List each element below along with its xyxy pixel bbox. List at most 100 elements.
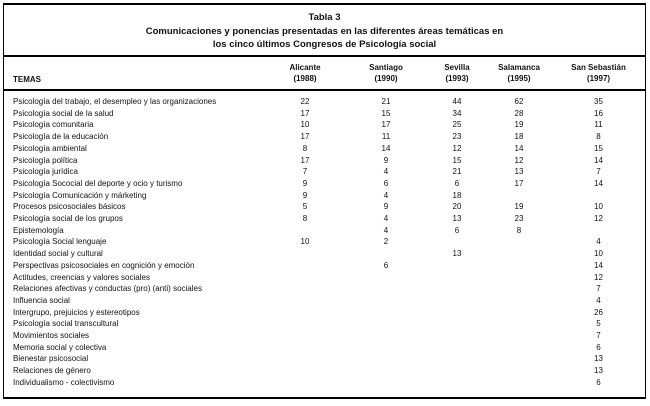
value-cell: 23 (452, 132, 462, 142)
congress-year: (1993) (445, 73, 469, 83)
value-cell (428, 330, 486, 342)
value-cell (486, 190, 552, 202)
value-cell: 34 (452, 108, 462, 118)
congress-city: Alicante (289, 63, 321, 72)
value-cell (428, 353, 486, 365)
tema-cell: Memoria social y colectiva (13, 342, 107, 352)
value-cell (266, 248, 344, 260)
value-cell: 10 (300, 237, 310, 247)
value-cell: 23 (514, 214, 524, 224)
value-cell (486, 342, 552, 354)
tema-cell: Psicología social de la salud (13, 108, 114, 118)
value-cell: 17 (300, 108, 310, 118)
value-cell (552, 225, 645, 237)
value-cell: 4 (383, 190, 389, 200)
value-cell: 6 (454, 225, 460, 235)
value-cell: 14 (381, 143, 391, 153)
tema-cell: Psicología Comunicación y márketing (13, 190, 147, 200)
value-cell (344, 365, 428, 377)
value-cell (344, 377, 428, 389)
value-cell: 5 (302, 202, 308, 212)
table-row: Individualismo - colectivismo 6 (4, 377, 645, 389)
value-cell: 13 (452, 249, 462, 259)
congress-city: San Sebastián (571, 63, 626, 72)
value-cell (486, 353, 552, 365)
value-cell: 12 (594, 272, 603, 282)
table-row: Bienestar psicosocial 13 (4, 353, 645, 365)
value-cell (344, 295, 428, 307)
table-row: Actitudes, creencias y valores sociales 1… (4, 272, 645, 284)
table-row: Psicología comunitaria 10 17 25 19 11 (4, 119, 645, 131)
value-cell: 8 (516, 225, 522, 235)
value-cell: 10 (300, 120, 310, 130)
value-cell: 9 (302, 190, 308, 200)
value-cell (486, 248, 552, 260)
value-cell: 20 (452, 202, 462, 212)
table-row: Psicología de la educación 17 11 23 18 8 (4, 131, 645, 143)
value-cell (486, 272, 552, 284)
column-header-temas: TEMAS (13, 75, 41, 84)
value-cell (266, 272, 344, 284)
value-cell (344, 248, 428, 260)
value-cell (266, 342, 344, 354)
value-cell: 8 (596, 132, 601, 142)
value-cell: 4 (383, 214, 389, 224)
value-cell: 17 (300, 155, 310, 165)
value-cell (428, 295, 486, 307)
tema-cell: Perspectivas psicosociales en cognición … (13, 260, 195, 270)
value-cell: 16 (594, 108, 603, 118)
table-row: Perspectivas psicosociales en cognición … (4, 260, 645, 272)
value-cell (266, 295, 344, 307)
value-cell: 14 (594, 155, 603, 165)
table-label: Tabla 3 (308, 12, 341, 23)
value-cell: 11 (594, 120, 603, 130)
table-row: Influencia social 4 (4, 295, 645, 307)
tema-cell: Movimientos sociales (13, 331, 90, 341)
tema-cell: Psicología ambiental (13, 143, 87, 153)
value-cell (486, 236, 552, 248)
tema-cell: Psicología social de los grupos (13, 214, 123, 224)
value-cell: 4 (596, 237, 601, 247)
value-cell (428, 272, 486, 284)
value-cell: 17 (381, 120, 391, 130)
value-cell (266, 377, 344, 389)
tema-cell: Psicología política (13, 155, 78, 165)
table-row: Epistemología 4 6 8 (4, 225, 645, 237)
column-header-alicante: Alicante (1988) (266, 57, 344, 90)
value-cell: 18 (514, 132, 524, 142)
value-cell (266, 283, 344, 295)
table-title-block: Tabla 3 Comunicaciones y ponencias prese… (4, 5, 645, 57)
value-cell: 13 (452, 214, 462, 224)
tema-cell: Relaciones de género (13, 366, 91, 376)
tema-cell: Relaciones afectivas y conductas (pro) (… (13, 284, 202, 294)
value-cell (266, 353, 344, 365)
value-cell: 15 (381, 108, 391, 118)
value-cell: 14 (594, 260, 603, 270)
value-cell: 4 (383, 225, 389, 235)
congress-year: (1997) (586, 73, 611, 83)
value-cell: 7 (596, 331, 601, 341)
column-header-san-sebastian: San Sebastián (1997) (552, 57, 645, 90)
value-cell: 8 (302, 214, 308, 224)
value-cell: 7 (596, 284, 601, 294)
value-cell (428, 342, 486, 354)
table-row: Psicología Sococial del deporte y ocio y… (4, 178, 645, 190)
value-cell: 19 (514, 202, 524, 212)
value-cell (486, 377, 552, 389)
congress-year: (1988) (293, 73, 317, 83)
congress-city: Santiago (369, 63, 403, 72)
value-cell: 14 (594, 178, 603, 188)
table-body: Psicología del trabajo, el desempleo y l… (4, 90, 645, 389)
value-cell: 19 (514, 120, 524, 130)
value-cell: 6 (454, 178, 460, 188)
value-cell (266, 260, 344, 272)
value-cell (344, 318, 428, 330)
congress-themes-table: TEMAS Alicante (1988) Santiago (1990) Se… (4, 57, 645, 389)
column-header-sevilla: Sevilla (1993) (428, 57, 486, 90)
table-row: Memoria social y colectiva 6 (4, 342, 645, 354)
value-cell: 18 (452, 190, 462, 200)
value-cell (344, 272, 428, 284)
value-cell: 6 (596, 342, 601, 352)
value-cell: 9 (302, 178, 308, 188)
